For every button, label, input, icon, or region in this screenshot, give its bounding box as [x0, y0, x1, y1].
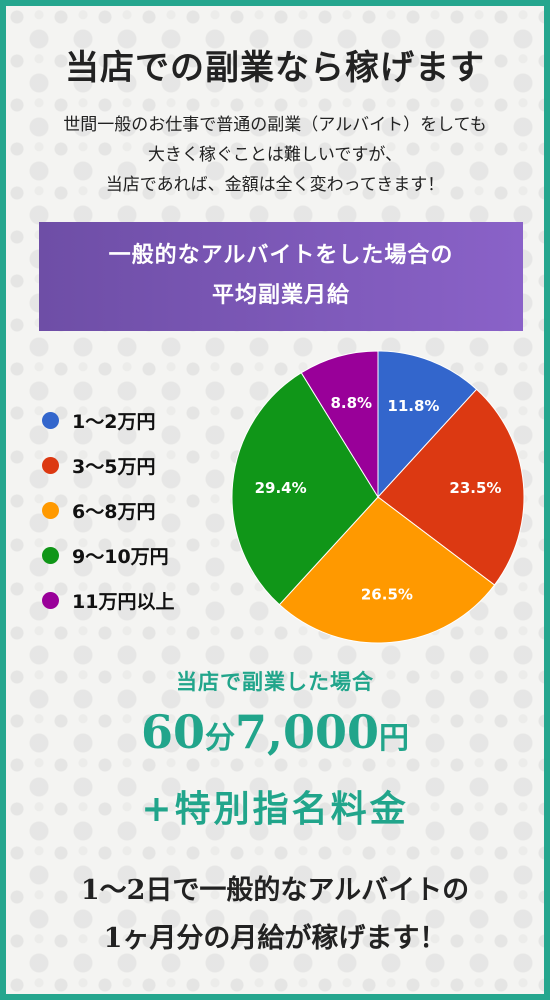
price-minutes-unit: 分 — [204, 721, 235, 756]
price-currency-unit: 円 — [379, 721, 410, 756]
legend-item: 3～5万円 — [42, 443, 174, 488]
pie-slice-label: 23.5% — [449, 479, 501, 497]
pie-slice — [278, 496, 496, 644]
legend-item: 1～2万円 — [42, 398, 174, 443]
legend-label: 9～10万円 — [72, 546, 169, 568]
closing-line-2: 1ヶ月分の月給が稼げます！ — [103, 923, 447, 954]
pie-slice — [377, 388, 525, 586]
closing-line-1: 1～2日で一般的なアルバイトの — [80, 875, 470, 906]
pie-slice-label: 11.8% — [387, 397, 439, 415]
legend-label: 11万円以上 — [72, 591, 175, 613]
offer-extra: +特別指名料金 — [141, 788, 409, 830]
legend-swatch — [42, 502, 59, 519]
legend-label: 3～5万円 — [72, 456, 156, 478]
banner-line-2: 平均副業月給 — [211, 283, 350, 308]
legend-swatch — [42, 457, 59, 474]
legend-swatch — [42, 412, 59, 429]
pie-slice — [231, 372, 379, 606]
banner-line-1: 一般的なアルバイトをした場合の — [108, 243, 454, 268]
legend-label: 1～2万円 — [72, 411, 156, 433]
chart-banner: 一般的なアルバイトをした場合の 平均副業月給 — [39, 222, 523, 331]
legend-item: 9～10万円 — [42, 533, 174, 578]
page-title: 当店での副業なら稼げます — [65, 48, 485, 88]
price-amount: 7,000 — [234, 705, 380, 759]
pie-slice-label: 8.8% — [330, 394, 372, 412]
legend-label: 6～8万円 — [72, 501, 156, 523]
legend-item: 11万円以上 — [42, 578, 174, 623]
offer-heading: 当店で副業した場合 — [176, 670, 374, 694]
intro-line-3: 当店であれば、金額は全く変わってきます！ — [105, 175, 445, 195]
intro-line-2: 大きく稼ぐことは難しいですが、 — [147, 145, 403, 165]
intro-line-1: 世間一般のお仕事で普通の副業（アルバイト）をしても — [63, 115, 487, 135]
legend-swatch — [42, 547, 59, 564]
offer-price: 60分7,000円 — [6, 703, 544, 768]
intro-text: 世間一般のお仕事で普通の副業（アルバイト）をしても 大きく稼ぐことは難しいですが… — [26, 110, 524, 200]
legend-item: 6～8万円 — [42, 488, 174, 533]
pie-slice-label: 26.5% — [361, 585, 413, 603]
pie-slice — [377, 350, 478, 499]
closing-text: 1～2日で一般的なアルバイトの 1ヶ月分の月給が稼げます！ — [6, 867, 544, 963]
legend-swatch — [42, 592, 59, 609]
pie-slice — [300, 350, 379, 499]
pie-chart: 11.8% 23.5% 26.5% 29.4% 8.8% — [231, 350, 525, 644]
pie-slice-label: 29.4% — [255, 479, 307, 497]
chart-legend: 1～2万円 3～5万円 6～8万円 9～10万円 11万円以上 — [42, 398, 174, 623]
price-minutes: 60 — [140, 705, 205, 759]
